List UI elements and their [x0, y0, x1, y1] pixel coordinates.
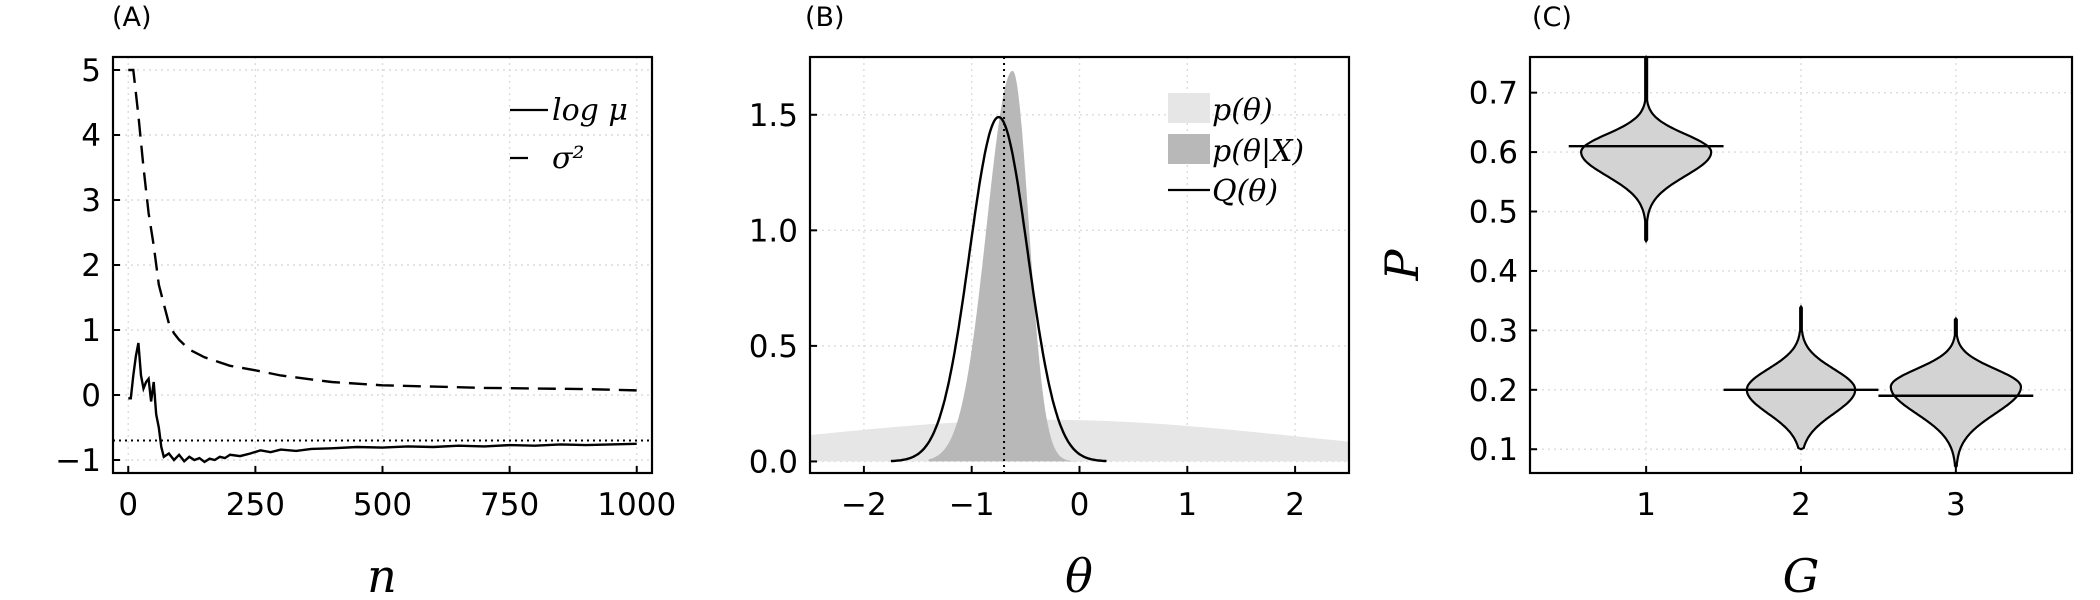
- panel-c-y-tick-label: 0.7: [1469, 76, 1518, 112]
- panel-a-x-tick-label: 750: [480, 487, 539, 523]
- panel-a-y-tick-label: 1: [81, 313, 101, 349]
- panel-a-x-tick-label: 250: [226, 487, 285, 523]
- panel-c: (C) 1 2 3 0.1 0.2 0.3 0.4 0.5 0.6 0.7 G P: [1375, 2, 2074, 600]
- legend-label-log-mu: log μ: [552, 93, 628, 128]
- panel-a-label: (A): [112, 2, 152, 33]
- panel-c-x-axis-title: G: [1783, 549, 1820, 600]
- panel-b-x-tick-label: −1: [949, 487, 995, 523]
- panel-c-ticks: 1 2 3 0.1 0.2 0.3 0.4 0.5 0.6 0.7: [1469, 76, 1966, 523]
- panel-a-y-tick-label: 3: [81, 183, 101, 219]
- legend-swatch-posterior: [1168, 134, 1210, 164]
- panel-a-y-tick-label: 0: [81, 378, 101, 414]
- panel-a-y-tick-label: 5: [81, 53, 101, 89]
- legend-label-q: Q(θ): [1212, 174, 1278, 209]
- violin-group-3: [1889, 316, 2022, 469]
- panel-b-y-tick-label: 0.0: [749, 444, 798, 480]
- panel-a-x-tick-label: 1000: [597, 487, 676, 523]
- posterior-density-area: [928, 70, 1080, 462]
- panel-c-x-tick-label: 2: [1791, 487, 1811, 523]
- legend-swatch-prior: [1168, 93, 1210, 123]
- panel-a-legend: log μ σ²: [510, 93, 628, 176]
- violin-group-2: [1745, 304, 1857, 451]
- panel-a-y-tick-label: 2: [81, 248, 101, 284]
- legend-label-posterior: p(θ|X): [1212, 134, 1304, 169]
- panel-c-y-tick-label: 0.3: [1469, 313, 1518, 349]
- panel-c-label: (C): [1532, 2, 1572, 33]
- panel-b: (B) −2 −1 0 1 2 0.0 0.5 1.0 1.5 p(θ) p(θ|X) Q(θ)…: [749, 2, 1351, 600]
- panel-b-y-tick-label: 0.5: [749, 329, 798, 365]
- panel-b-legend: p(θ) p(θ|X) Q(θ): [1168, 93, 1304, 209]
- panel-c-y-tick-label: 0.5: [1469, 195, 1518, 231]
- panel-b-x-tick-label: −2: [841, 487, 887, 523]
- panel-c-y-tick-label: 0.2: [1469, 373, 1518, 409]
- panel-a-plot-area: [113, 68, 652, 464]
- panel-b-plot-area: [810, 57, 1349, 473]
- panel-b-x-tick-label: 1: [1177, 487, 1197, 523]
- panel-b-ticks: −2 −1 0 1 2 0.0 0.5 1.0 1.5: [749, 98, 1305, 523]
- panel-b-label: (B): [805, 2, 845, 33]
- panel-a-ticks: 0 250 500 750 1000 −1 0 1 2 3 4 5: [55, 53, 676, 523]
- panel-b-x-tick-label: 2: [1285, 487, 1305, 523]
- series-log-mu-line: [128, 342, 637, 464]
- legend-label-prior: p(θ): [1212, 93, 1273, 128]
- panel-c-plot-area: [1568, 54, 2034, 469]
- panel-b-y-tick-label: 1.5: [749, 98, 798, 134]
- panel-a-y-tick-label: 4: [81, 118, 101, 154]
- panel-c-y-tick-label: 0.4: [1469, 254, 1518, 290]
- panel-b-x-tick-label: 0: [1070, 487, 1090, 523]
- panel-a: (A) 0 250 500 750 1000 −1 0 1 2 3 4 5 log μ σ² n: [55, 2, 676, 600]
- panel-c-x-tick-label: 3: [1946, 487, 1966, 523]
- panel-c-y-axis-title: P: [1375, 248, 1429, 281]
- panel-c-y-tick-label: 0.1: [1469, 432, 1518, 468]
- panel-c-y-tick-label: 0.6: [1469, 135, 1518, 171]
- panel-a-x-axis-title: n: [367, 549, 397, 600]
- panel-a-y-tick-label: −1: [55, 443, 101, 479]
- legend-label-sigma-squared: σ²: [552, 141, 585, 176]
- panel-a-x-tick-label: 0: [118, 487, 138, 523]
- panel-b-x-axis-title: θ: [1065, 549, 1093, 600]
- variational-q-line: [890, 115, 1107, 463]
- panel-b-y-tick-label: 1.0: [749, 213, 798, 249]
- panel-c-x-tick-label: 1: [1636, 487, 1656, 523]
- panel-a-x-tick-label: 500: [353, 487, 412, 523]
- violin-group-1: [1579, 54, 1713, 244]
